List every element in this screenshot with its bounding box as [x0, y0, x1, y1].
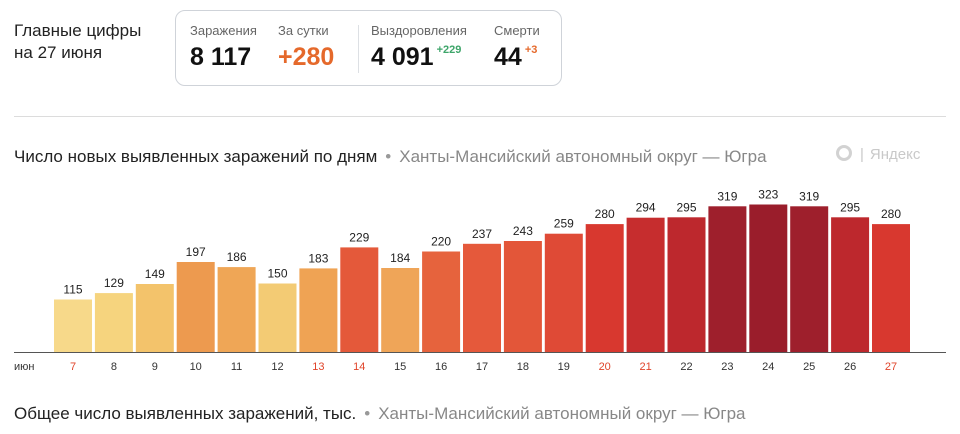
deaths-increment: +3 — [524, 44, 538, 56]
x-tick-label: 14 — [353, 361, 365, 373]
bar — [340, 247, 379, 352]
recovered-label: Выздоровления — [371, 23, 467, 38]
watermark-text: Яндекс — [869, 146, 921, 163]
bar-value-label: 115 — [63, 283, 82, 297]
deaths-value: 44 — [494, 43, 522, 71]
x-tick-label: 26 — [844, 361, 856, 373]
bar-value-label: 150 — [267, 267, 287, 281]
x-tick-label: 19 — [558, 361, 570, 373]
bar — [463, 243, 501, 352]
deaths-label: Смерти — [494, 23, 540, 38]
bar — [790, 206, 829, 352]
x-tick-label: 20 — [599, 361, 611, 373]
bar — [831, 217, 870, 352]
x-tick-label: 7 — [70, 361, 76, 373]
x-tick-label: 27 — [885, 361, 897, 373]
x-tick-label: 11 — [231, 361, 242, 373]
x-tick-label: 16 — [435, 361, 447, 373]
bar-value-label: 129 — [104, 276, 124, 290]
bar-value-label: 295 — [840, 200, 860, 214]
bar — [217, 267, 256, 352]
infections-value: 8 117 — [190, 43, 252, 71]
stat-daily: За сутки +280 — [278, 23, 334, 72]
yandex-watermark: | Яндекс — [836, 145, 920, 163]
bar-value-label: 220 — [431, 235, 451, 249]
yandex-logo-icon — [836, 145, 852, 161]
bar-value-label: 184 — [390, 251, 410, 265]
bar-value-label: 280 — [595, 207, 615, 221]
stats-card: Заражения 8 117 За сутки +280 Выздоровле… — [175, 10, 562, 86]
x-tick-label: 9 — [152, 361, 158, 373]
bar — [585, 224, 624, 352]
bar-value-label: 319 — [717, 189, 737, 203]
bar-value-label: 280 — [881, 207, 901, 221]
bottom-title-text: Общее число выявленных заражений, тыс. — [14, 404, 357, 423]
bar — [258, 283, 297, 352]
daily-value: +280 — [278, 43, 335, 71]
month-label: июн — [14, 361, 34, 373]
chart-title-separator: • — [385, 147, 392, 166]
bar — [94, 293, 133, 352]
bar-value-label: 186 — [227, 250, 247, 264]
recovered-row: 4 091 +229 — [371, 43, 467, 72]
summary-title-line1: Главные цифры — [14, 21, 142, 40]
bottom-region-link[interactable]: Ханты-Мансийский автономный округ — Югра — [378, 404, 746, 423]
section-divider — [14, 116, 946, 117]
bar-value-label: 294 — [636, 201, 656, 215]
bar — [176, 262, 215, 352]
bar — [667, 217, 706, 352]
chart-title: Число новых выявленных заражений по дням… — [14, 147, 767, 167]
x-tick-label: 25 — [803, 361, 815, 373]
x-tick-label: 23 — [721, 361, 733, 373]
bar-value-label: 243 — [513, 224, 533, 238]
stat-infections: Заражения 8 117 — [190, 23, 257, 72]
bar — [54, 299, 92, 352]
bar — [381, 268, 420, 352]
bar — [872, 224, 910, 352]
x-tick-label: 13 — [312, 361, 324, 373]
bar — [708, 206, 747, 352]
x-tick-label: 8 — [111, 361, 117, 373]
stat-recovered: Выздоровления 4 091 +229 — [371, 23, 467, 72]
bar — [749, 204, 788, 352]
daily-label: За сутки — [278, 23, 329, 38]
x-tick-label: 12 — [271, 361, 283, 373]
bar-value-label: 237 — [472, 227, 492, 241]
watermark-separator: | — [860, 146, 864, 163]
bar-value-label: 295 — [676, 200, 696, 214]
x-tick-label: 10 — [190, 361, 202, 373]
stat-deaths: Смерти 44 +3 — [494, 23, 540, 72]
bar-value-label: 229 — [349, 230, 369, 244]
bar-value-label: 197 — [186, 245, 206, 259]
x-tick-label: 21 — [639, 361, 651, 373]
bar-value-label: 183 — [308, 251, 328, 265]
x-tick-label: 15 — [394, 361, 406, 373]
recovered-increment: +229 — [436, 44, 462, 56]
x-tick-label: 17 — [476, 361, 488, 373]
chart-title-text: Число новых выявленных заражений по дням — [14, 147, 378, 166]
bottom-chart-title: Общее число выявленных заражений, тыс. • Х… — [14, 404, 746, 424]
infections-label: Заражения — [190, 23, 257, 38]
x-tick-label: 24 — [762, 361, 774, 373]
recovered-value: 4 091 — [371, 43, 434, 71]
bar — [626, 217, 665, 352]
bar-value-label: 149 — [145, 267, 165, 281]
bar-value-label: 319 — [799, 189, 819, 203]
card-divider — [358, 25, 359, 73]
bar — [299, 268, 338, 352]
bar — [135, 284, 174, 352]
bottom-title-separator: • — [364, 404, 371, 423]
bar-value-label: 259 — [554, 217, 574, 231]
bar — [503, 241, 542, 352]
deaths-row: 44 +3 — [494, 43, 540, 72]
summary-title-date: на 27 июня — [14, 43, 103, 62]
summary-title: Главные цифры на 27 июня — [14, 20, 141, 64]
bar — [544, 233, 583, 352]
chart-region-link[interactable]: Ханты-Мансийский автономный округ — Югра — [399, 147, 767, 166]
x-tick-label: 22 — [680, 361, 692, 373]
bar-value-label: 323 — [758, 188, 778, 202]
x-tick-label: 18 — [517, 361, 529, 373]
bar — [422, 251, 461, 352]
